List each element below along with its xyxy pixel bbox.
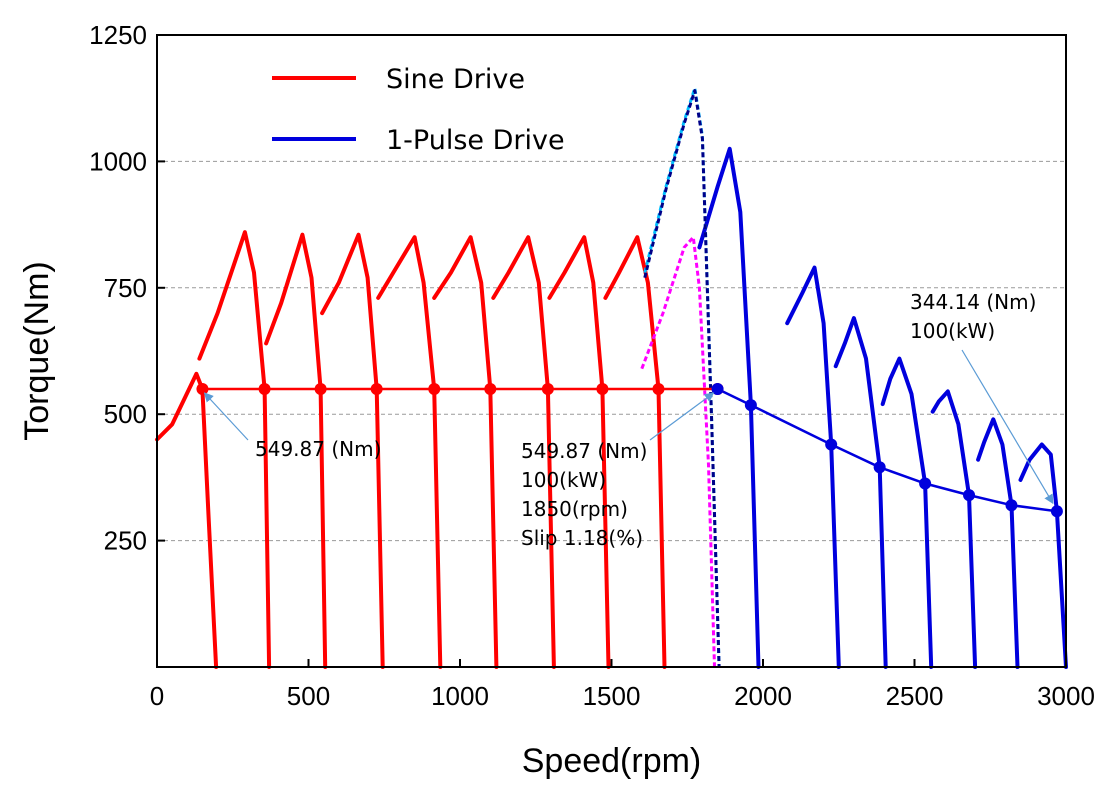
operating-point <box>919 477 932 490</box>
operating-point <box>963 489 976 502</box>
x-tick-label: 1000 <box>431 681 489 711</box>
operating-point <box>428 382 441 395</box>
operating-point <box>596 382 609 395</box>
annotation-text: 344.14 (Nm) <box>910 290 1036 314</box>
operating-point <box>314 382 327 395</box>
torque-curve <box>376 235 443 669</box>
annotation-arrow <box>203 392 249 441</box>
x-tick-label: 0 <box>150 681 164 711</box>
axis-ticks: 0 500 1000 1500 2000 2500 3000 250 500 750 1000 125… <box>89 20 1095 711</box>
x-axis-title: Speed(rpm) <box>522 742 702 780</box>
torque-curve <box>155 371 219 669</box>
legend-label: 1-Pulse Drive <box>386 125 565 156</box>
torque-curve <box>320 232 385 669</box>
y-axis-title: Torque(Nm) <box>18 261 56 440</box>
operating-point <box>196 382 209 395</box>
annotation-text: 549.87 (Nm) <box>521 439 647 463</box>
x-tick-label: 2000 <box>734 681 792 711</box>
torque-curve <box>833 316 888 669</box>
operating-lines <box>202 387 1058 513</box>
y-tick-label: 500 <box>104 399 147 429</box>
torque-curve <box>930 389 978 669</box>
operating-point <box>711 382 724 395</box>
legend: Sine Drive 1-Pulse Drive <box>272 64 565 156</box>
annotations: 549.87 (Nm) 549.87 (Nm) 100(kW) 1850(rpm) Sl… <box>203 290 1054 550</box>
torque-curve <box>197 230 272 669</box>
annotation-text: 549.87 (Nm) <box>255 437 381 461</box>
torque-curve <box>976 417 1020 669</box>
torque-curve <box>264 232 328 669</box>
operating-point <box>541 382 554 395</box>
torque-curve <box>432 235 499 669</box>
x-tick-label: 500 <box>287 681 330 711</box>
torque-curve <box>1018 442 1068 669</box>
x-tick-label: 3000 <box>1037 681 1095 711</box>
y-tick-label: 1250 <box>89 20 147 50</box>
operating-point <box>744 399 757 412</box>
torque-curves <box>155 86 1068 669</box>
annotation-arrow <box>961 349 1054 505</box>
operating-point <box>258 382 271 395</box>
annotation-text: 1850(rpm) <box>521 497 628 521</box>
x-tick-label: 2500 <box>886 681 944 711</box>
transition-curve <box>643 86 721 668</box>
transition-curve <box>640 235 716 668</box>
operating-point <box>1050 505 1063 518</box>
operating-line <box>717 387 1058 513</box>
x-tick-label: 1500 <box>583 681 641 711</box>
operating-point <box>873 461 886 474</box>
torque-curve <box>603 235 667 669</box>
operating-points <box>196 382 1063 518</box>
annotation-arrow <box>649 392 715 441</box>
torque-curve <box>785 265 841 669</box>
transition-curve <box>643 89 721 668</box>
operating-point <box>1005 499 1018 512</box>
torque-curve <box>547 235 611 669</box>
operating-point <box>825 438 838 451</box>
y-tick-label: 250 <box>104 526 147 556</box>
operating-point <box>484 382 497 395</box>
annotation-text: Slip 1.18(%) <box>521 526 643 550</box>
y-tick-label: 1000 <box>89 146 147 176</box>
torque-curve <box>697 146 761 669</box>
torque-curve <box>880 356 934 669</box>
legend-label: Sine Drive <box>386 64 525 95</box>
operating-point <box>370 382 383 395</box>
annotation-text: 100(kW) <box>910 319 995 343</box>
torque-curve <box>491 235 556 669</box>
operating-point <box>652 382 665 395</box>
annotation-text: 100(kW) <box>521 468 606 492</box>
y-tick-label: 750 <box>104 273 147 303</box>
